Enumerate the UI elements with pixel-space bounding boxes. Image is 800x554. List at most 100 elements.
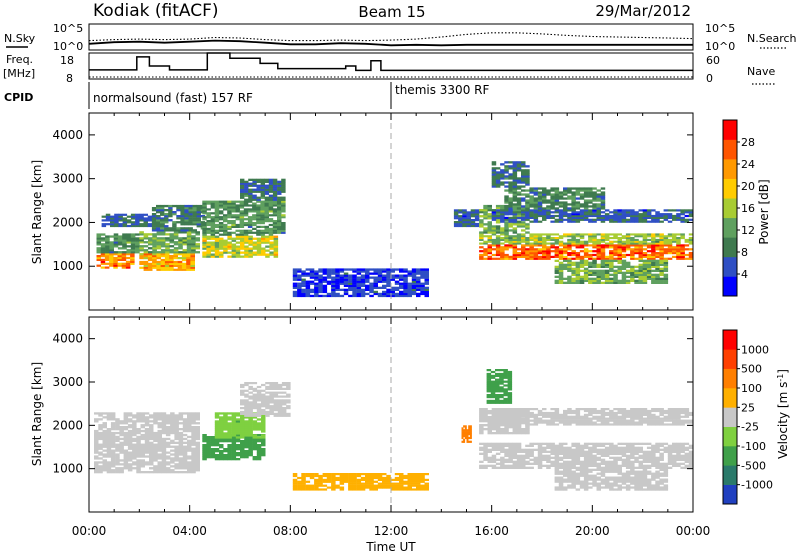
power-cell: [318, 280, 323, 283]
power-cell: [113, 253, 118, 256]
power-cell: [646, 220, 652, 223]
power-cell: [491, 175, 497, 178]
power-cell: [114, 223, 119, 226]
power-cell: [281, 184, 286, 187]
power-cell: [143, 262, 149, 265]
power-cell: [617, 211, 622, 214]
power-cell: [148, 251, 153, 254]
velocity-cell: [153, 447, 158, 450]
power-cell: [575, 189, 581, 192]
power-cell: [617, 281, 622, 284]
power-cell: [592, 257, 597, 260]
power-cell: [169, 260, 174, 264]
power-cell: [252, 253, 258, 256]
power-cell: [546, 189, 551, 192]
velocity-cell: [140, 463, 145, 466]
velocity-cell: [667, 460, 673, 463]
power-colorbar-tick-label: 20: [741, 180, 755, 193]
velocity-cell: [365, 480, 370, 483]
power-cell: [558, 250, 564, 253]
power-cell: [139, 253, 144, 256]
velocity-cell: [411, 488, 417, 491]
velocity-cell: [195, 453, 200, 456]
power-cell: [261, 241, 266, 244]
power-cell: [563, 189, 568, 192]
velocity-cell: [360, 478, 366, 481]
velocity-cell: [94, 465, 99, 468]
power-cell: [268, 184, 274, 187]
power-cell: [604, 261, 610, 264]
power-cell: [596, 193, 601, 196]
velocity-cell: [136, 418, 141, 421]
power-cell: [680, 220, 685, 223]
velocity-cell: [191, 441, 196, 444]
velocity-cell: [248, 422, 253, 425]
velocity-cell: [140, 465, 145, 468]
velocity-cell: [149, 449, 154, 452]
velocity-cell: [231, 448, 237, 451]
power-cell: [672, 237, 677, 240]
velocity-cell: [161, 426, 167, 429]
power-cell: [223, 227, 228, 230]
power-cell: [542, 244, 547, 247]
power-cell: [386, 288, 391, 291]
velocity-cell: [178, 435, 184, 439]
power-cell: [600, 220, 606, 223]
velocity-cell: [273, 401, 279, 404]
power-cell: [135, 221, 140, 224]
power-cell: [575, 205, 581, 208]
power-cell: [642, 279, 648, 282]
power-cell: [453, 213, 459, 216]
power-cell: [588, 189, 593, 192]
power-cell: [563, 233, 568, 236]
velocity-cell: [256, 414, 262, 417]
velocity-cell: [187, 424, 192, 427]
velocity-cell: [533, 456, 539, 459]
velocity-cell: [223, 454, 228, 457]
power-cell: [583, 216, 589, 219]
power-cell: [579, 216, 585, 219]
velocity-cell: [277, 405, 283, 408]
power-cell: [667, 257, 673, 260]
power-cell: [491, 181, 497, 184]
power-cell: [277, 190, 282, 193]
power-cell: [223, 202, 228, 205]
power-cell: [206, 200, 211, 203]
velocity-cell: [106, 449, 112, 452]
velocity-cell: [149, 428, 154, 431]
power-cell: [680, 253, 685, 257]
velocity-cell: [187, 435, 192, 439]
velocity-cell: [563, 448, 568, 451]
velocity-cell: [191, 447, 196, 450]
velocity-cell: [326, 480, 332, 483]
power-cell: [672, 248, 677, 251]
power-cell: [292, 272, 298, 275]
power-cell: [196, 211, 201, 214]
velocity-cell: [420, 488, 425, 491]
velocity-cell: [373, 473, 378, 476]
power-cell: [567, 257, 572, 260]
power-cell: [588, 193, 593, 196]
power-cell: [184, 229, 189, 232]
power-cell: [525, 169, 530, 172]
power-cell: [305, 286, 311, 289]
power-cell: [223, 208, 228, 211]
power-cell: [558, 269, 564, 272]
velocity-cell: [487, 458, 492, 461]
power-cell: [655, 242, 660, 245]
power-cell: [583, 233, 589, 236]
velocity-cell: [638, 446, 643, 449]
power-cell: [655, 235, 660, 238]
power-cell: [113, 233, 119, 236]
power-cell: [630, 275, 635, 278]
velocity-cell: [110, 465, 116, 468]
power-cell: [583, 252, 589, 255]
power-cell: [579, 195, 585, 198]
power-cell: [365, 272, 370, 275]
velocity-cell: [235, 436, 241, 439]
power-cell: [613, 244, 618, 247]
velocity-cell: [314, 482, 319, 485]
power-cell: [326, 276, 332, 279]
power-cell: [592, 211, 597, 214]
velocity-cell: [127, 455, 133, 458]
